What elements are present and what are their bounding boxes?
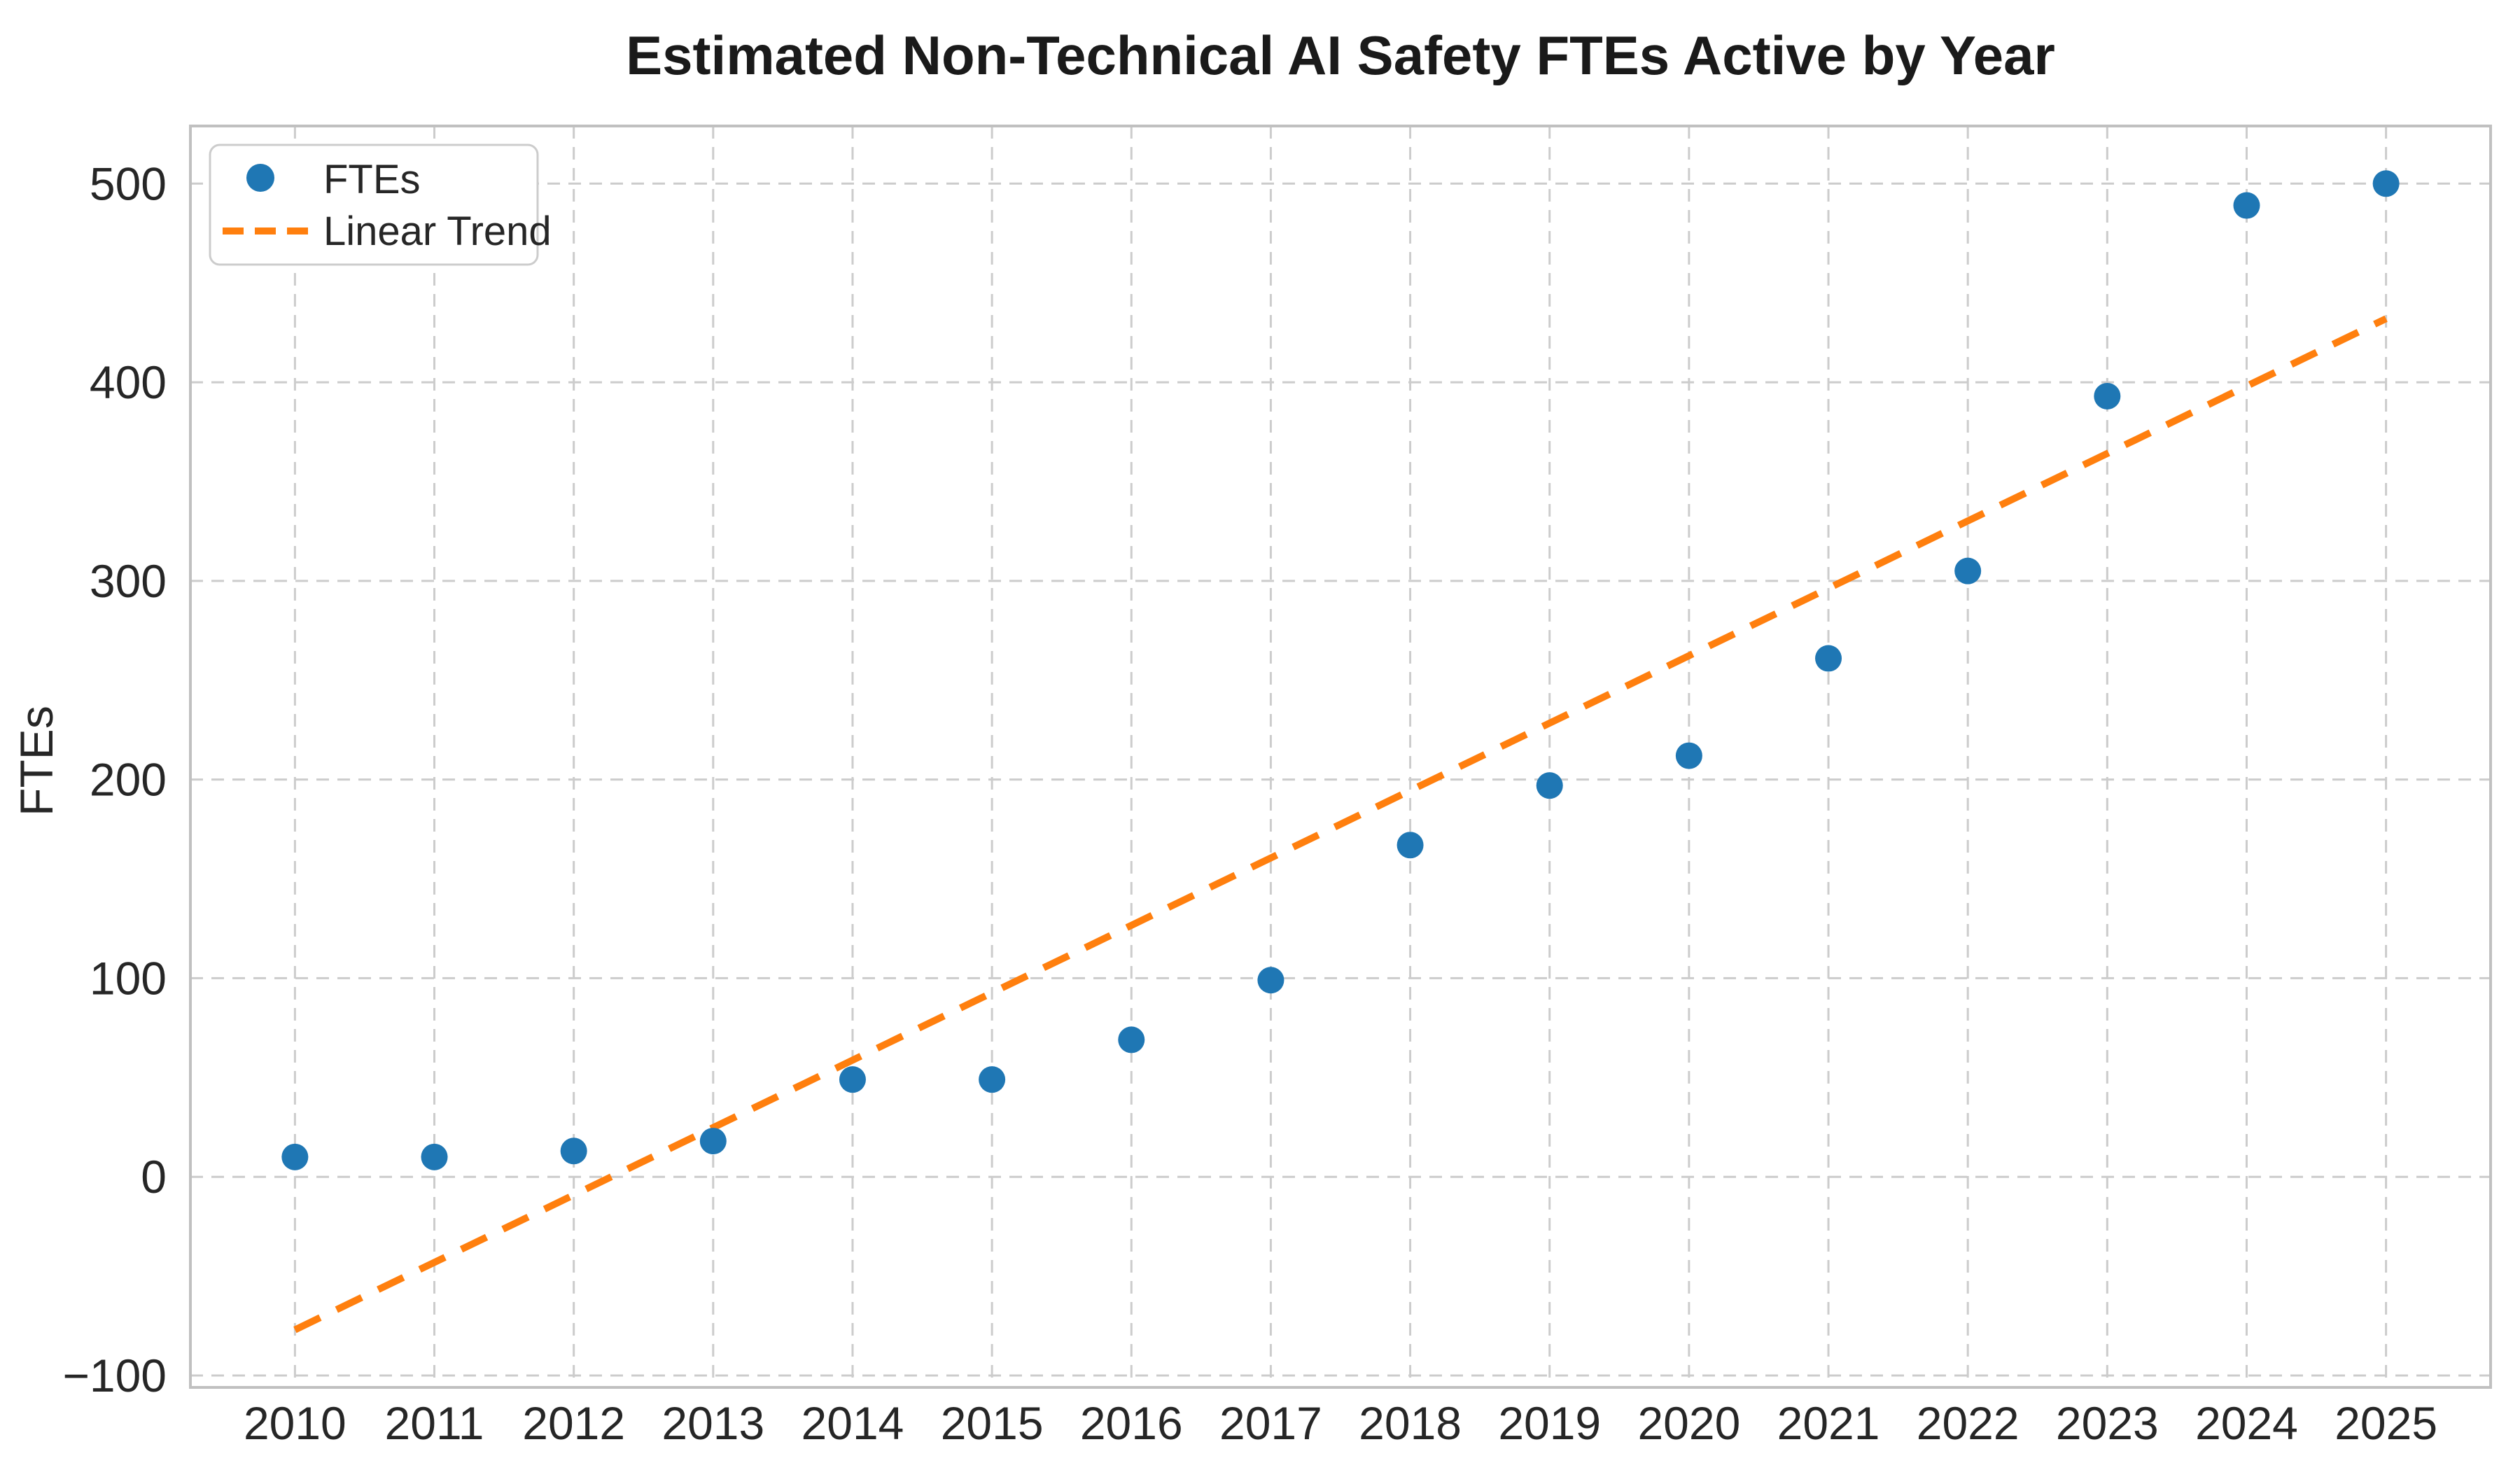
data-point-2011 bbox=[421, 1143, 448, 1170]
data-point-2013 bbox=[699, 1128, 727, 1155]
legend: FTEs Linear Trend bbox=[209, 144, 552, 266]
trend-line bbox=[293, 315, 2388, 1334]
legend-marker-ftes-icon bbox=[246, 164, 274, 192]
x-tick-label: 2011 bbox=[385, 1397, 484, 1449]
y-tick-label: 200 bbox=[90, 754, 167, 806]
y-tick-label: 100 bbox=[90, 952, 167, 1004]
data-point-2017 bbox=[1257, 967, 1284, 994]
x-tick-label: 2024 bbox=[2195, 1397, 2298, 1449]
data-point-2023 bbox=[2094, 382, 2121, 410]
x-tick-label: 2010 bbox=[244, 1397, 346, 1449]
x-tick-label: 2013 bbox=[662, 1397, 764, 1449]
trend-line-group bbox=[293, 315, 2388, 1334]
data-point-2012 bbox=[560, 1138, 587, 1165]
x-tick-label: 2018 bbox=[1359, 1397, 1462, 1449]
x-tick-label: 2020 bbox=[1637, 1397, 1740, 1449]
x-tick-label: 2023 bbox=[2056, 1397, 2159, 1449]
y-tick-label: 300 bbox=[90, 555, 167, 607]
legend-box bbox=[209, 144, 539, 266]
x-tick-label: 2022 bbox=[1917, 1397, 2019, 1449]
legend-label-trend: Linear Trend bbox=[323, 209, 552, 254]
data-point-2019 bbox=[1536, 772, 1563, 799]
y-axis-label: FTEs bbox=[10, 706, 62, 816]
x-tick-labels: 2010 2011 2012 2013 2014 2015 2016 2017 2018 2019… bbox=[244, 1397, 2437, 1449]
plot-border bbox=[189, 125, 2492, 1389]
x-tick-label: 2012 bbox=[522, 1397, 625, 1449]
x-tick-label: 2016 bbox=[1080, 1397, 1183, 1449]
x-tick-label: 2015 bbox=[941, 1397, 1044, 1449]
y-tick-label: 500 bbox=[90, 158, 167, 209]
x-tick-label: 2025 bbox=[2334, 1397, 2437, 1449]
scatter-series bbox=[281, 170, 2400, 1170]
chart-title: Estimated Non-Technical AI Safety FTEs A… bbox=[626, 24, 2055, 86]
data-point-2022 bbox=[1954, 557, 1982, 584]
data-point-2024 bbox=[2233, 192, 2260, 219]
y-tick-label: 0 bbox=[141, 1151, 167, 1203]
data-point-2020 bbox=[1675, 742, 1702, 769]
y-tick-label: 400 bbox=[90, 356, 167, 408]
x-tick-label: 2021 bbox=[1777, 1397, 1880, 1449]
data-point-2025 bbox=[2372, 170, 2400, 197]
data-point-2018 bbox=[1396, 832, 1424, 859]
data-point-2016 bbox=[1118, 1026, 1145, 1054]
data-point-2010 bbox=[281, 1143, 309, 1170]
gridlines bbox=[190, 126, 2491, 1387]
legend-label-ftes: FTEs bbox=[323, 157, 421, 202]
x-tick-label: 2019 bbox=[1498, 1397, 1601, 1449]
x-tick-label: 2014 bbox=[802, 1397, 904, 1449]
y-tick-label: −100 bbox=[62, 1350, 167, 1401]
y-tick-labels: −100 0 100 200 300 400 500 bbox=[62, 158, 167, 1401]
data-point-2014 bbox=[839, 1066, 866, 1093]
x-tick-label: 2017 bbox=[1219, 1397, 1322, 1449]
data-point-2015 bbox=[979, 1066, 1006, 1093]
data-point-2021 bbox=[1815, 645, 1842, 672]
